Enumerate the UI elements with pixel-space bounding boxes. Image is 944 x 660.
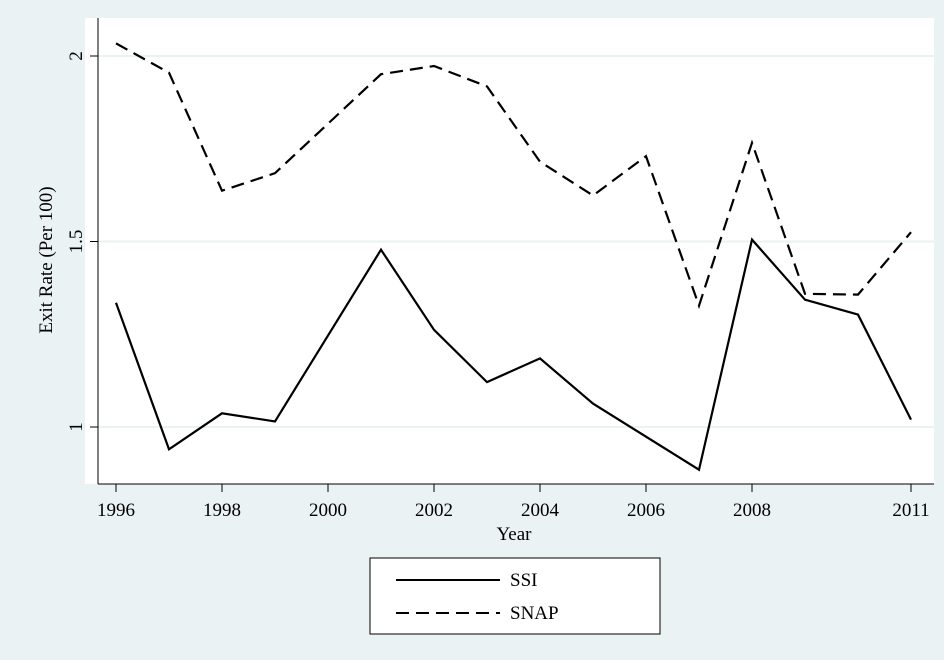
axes — [97, 18, 934, 485]
y-tick-label-2: 2 — [66, 51, 87, 61]
series-line-ssi — [114, 237, 912, 472]
x-tick-label-0: 1996 — [97, 500, 135, 521]
legend: SSI SNAP — [369, 557, 661, 635]
y-axis-title: Exit Rate (Per 100) — [36, 186, 57, 333]
y-tick-label-1: 1.5 — [66, 230, 87, 254]
y-tick-label-0: 1 — [66, 422, 87, 432]
x-tick-label-2: 2000 — [309, 500, 347, 521]
series-line-snap — [115, 42, 912, 310]
x-axis-title: Year — [496, 524, 532, 545]
legend-label-snap: SNAP — [510, 603, 559, 624]
y-ticks: 11.52 — [66, 51, 98, 432]
x-tick-label-3: 2002 — [415, 500, 453, 521]
gridlines — [98, 55, 934, 428]
x-tick-label-7: 2011 — [892, 500, 929, 521]
legend-label-ssi: SSI — [510, 570, 537, 591]
x-tick-label-6: 2008 — [733, 500, 771, 521]
series-lines — [114, 42, 912, 472]
x-tick-label-5: 2006 — [627, 500, 665, 521]
x-tick-label-4: 2004 — [521, 500, 560, 521]
plot-area-background — [85, 18, 934, 484]
x-tick-label-1: 1998 — [203, 500, 241, 521]
legend-box — [369, 557, 661, 635]
x-ticks: 1996 1998 2000 2002 2004 2006 2008 2011 — [97, 484, 930, 521]
